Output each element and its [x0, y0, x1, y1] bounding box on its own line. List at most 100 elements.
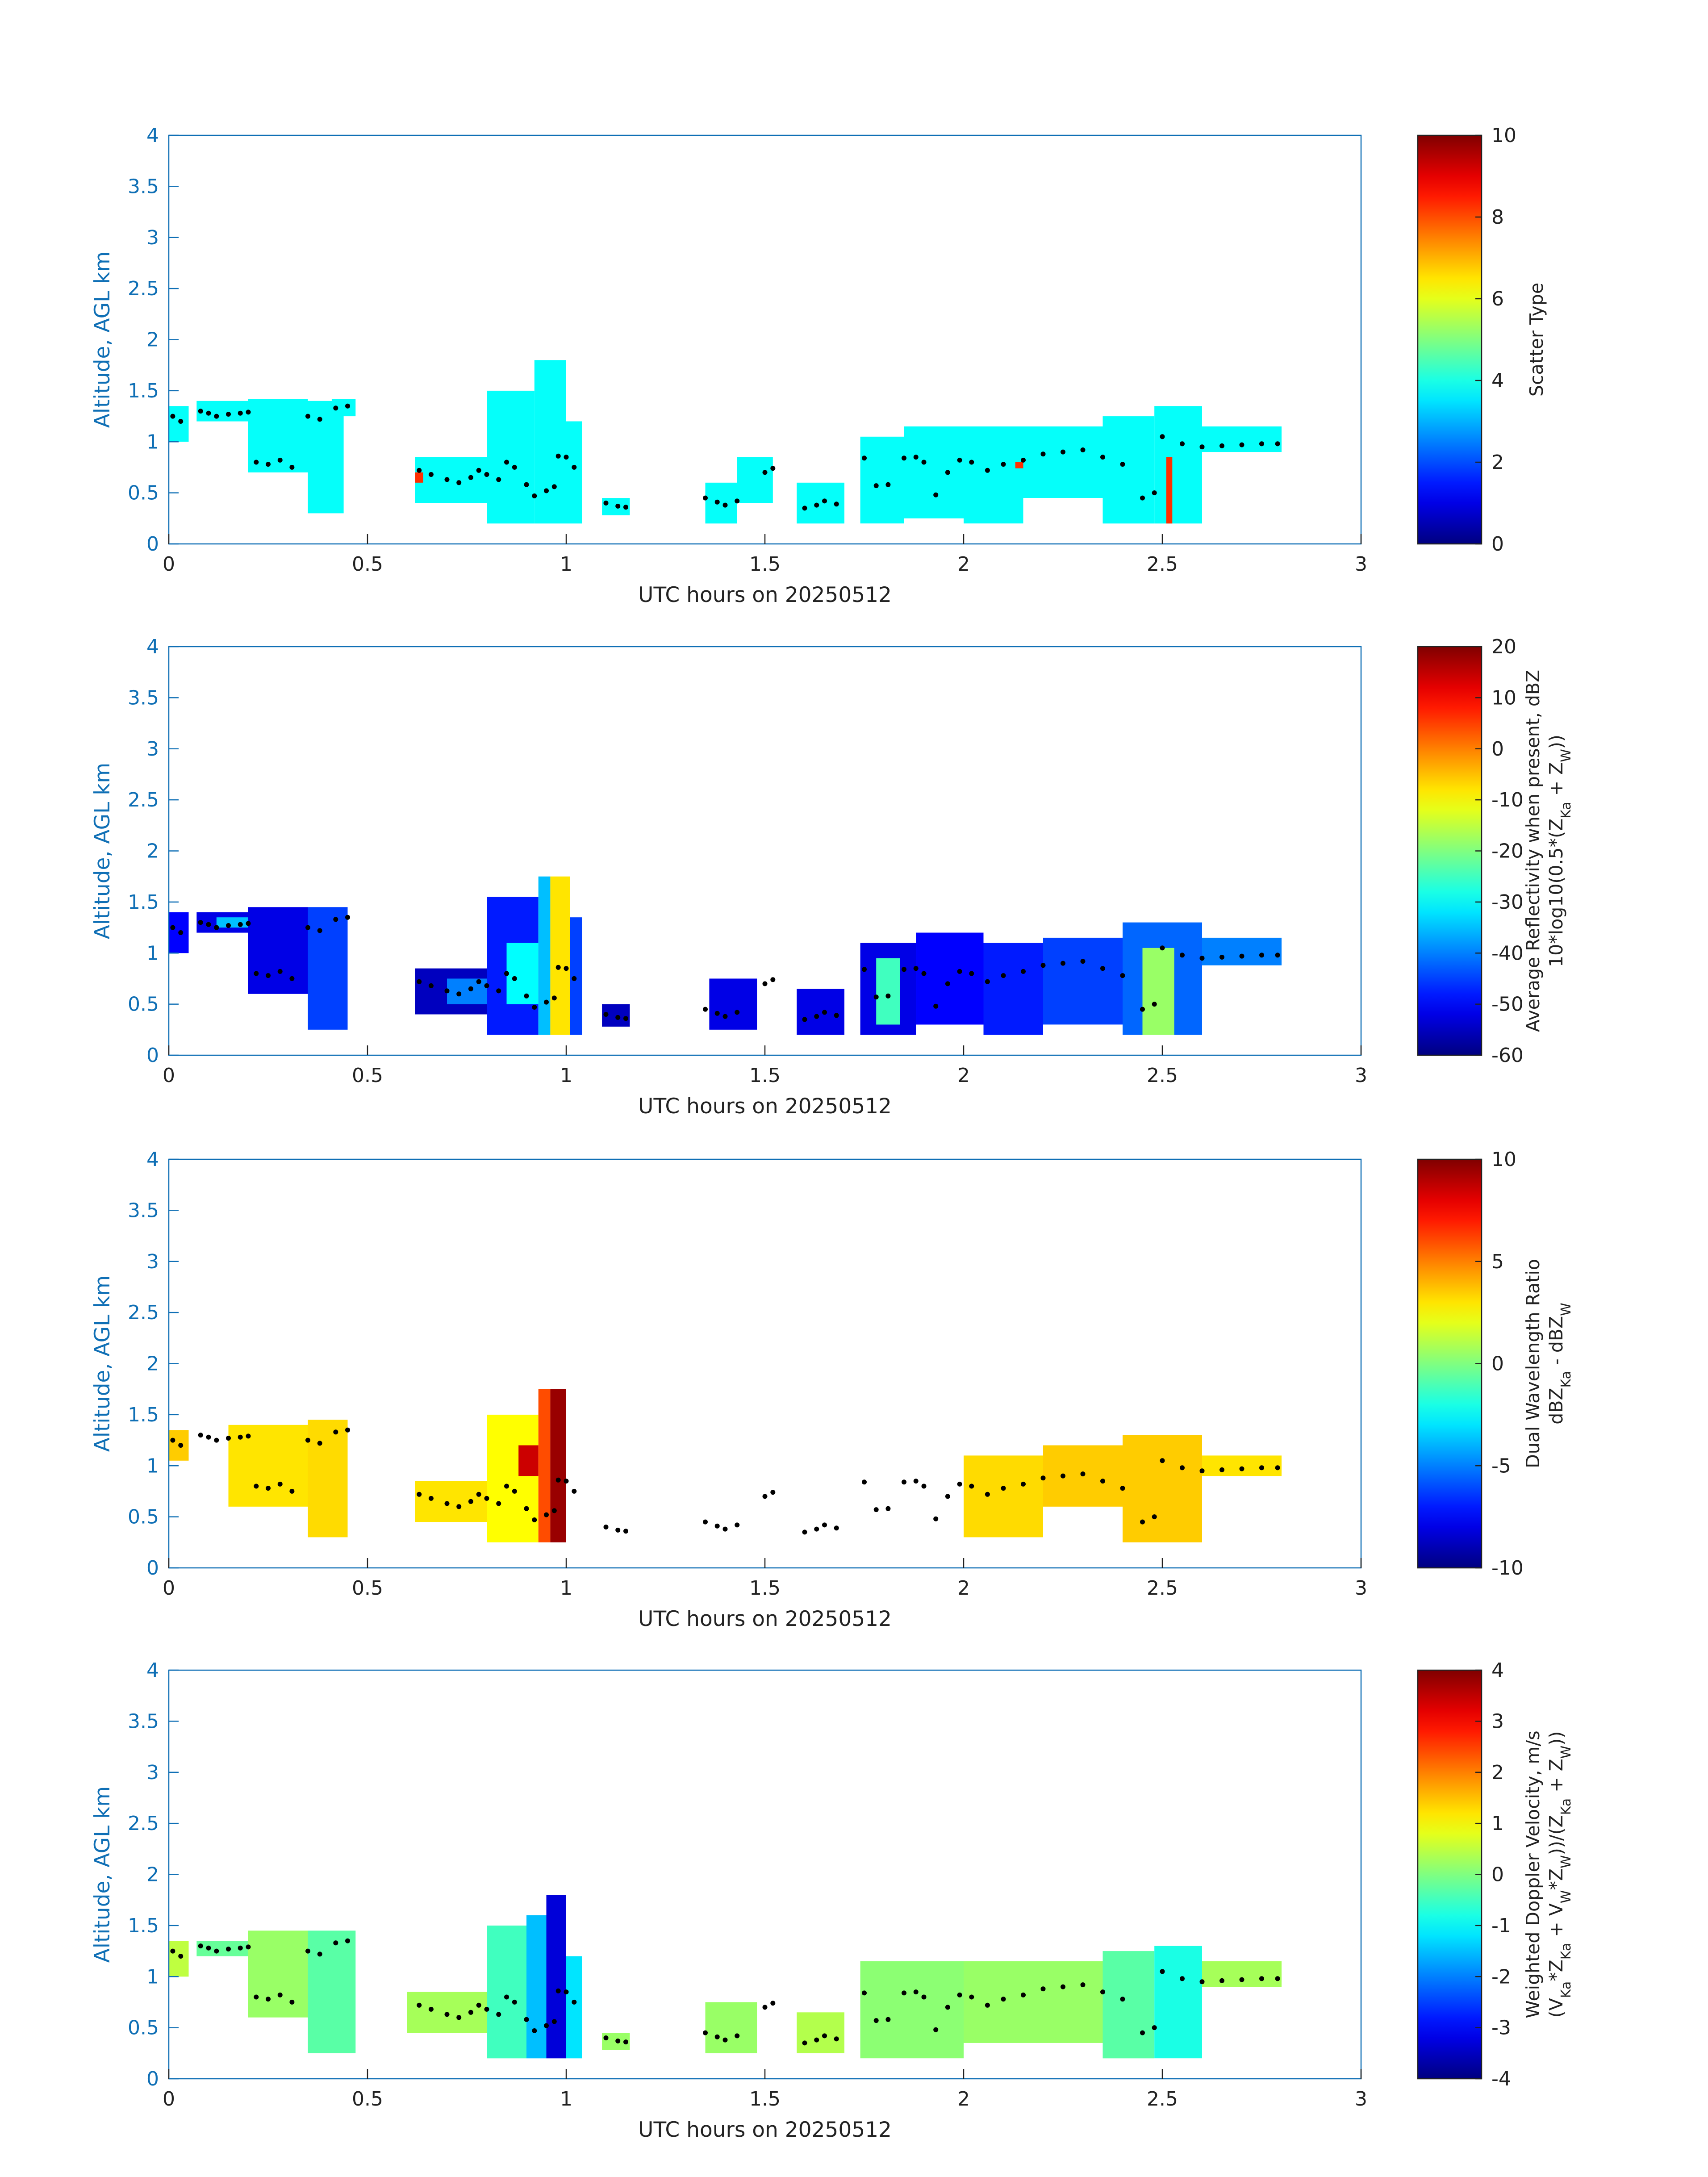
- flight-track-point: [1040, 451, 1046, 457]
- flight-track-point: [178, 1443, 184, 1448]
- flight-track-point: [913, 455, 919, 460]
- flight-track-point: [198, 409, 203, 414]
- flight-track-point: [238, 922, 243, 927]
- flight-track-point: [246, 1944, 251, 1950]
- flight-track-point: [206, 410, 211, 416]
- colorbar-tick-label: 5: [1491, 1250, 1504, 1273]
- flight-track-point: [524, 2017, 529, 2022]
- colorbar-label-line-2: 10*log10(0.5*(ZKa + ZW)): [1545, 735, 1574, 967]
- flight-track-point: [1001, 462, 1006, 467]
- flight-track-point: [722, 2037, 728, 2043]
- flight-track-point: [913, 1989, 919, 1995]
- y-tick-label: 3.5: [128, 1710, 159, 1733]
- flight-track-point: [722, 502, 728, 508]
- colorbar-tick-label: 4: [1491, 1659, 1504, 1682]
- flight-track-point: [564, 966, 569, 971]
- flight-track-point: [802, 2040, 807, 2046]
- flight-track-point: [417, 1492, 422, 1497]
- heatmap-cell: [506, 943, 539, 1004]
- flight-track-point: [945, 981, 950, 986]
- flight-track-point: [885, 993, 891, 999]
- flight-track-point: [289, 464, 295, 470]
- y-tick-label: 4: [146, 1148, 159, 1171]
- y-tick-label: 1: [146, 1965, 159, 1988]
- heatmap-cell: [550, 1389, 566, 1542]
- plot-area: [169, 1895, 1282, 2059]
- flight-track-point: [333, 917, 338, 922]
- x-tick-label: 3: [1355, 1577, 1367, 1600]
- heatmap-cell: [487, 1414, 539, 1542]
- flight-track-point: [1219, 1467, 1224, 1472]
- heatmap-cell: [1142, 948, 1174, 1035]
- colorbar-label-text: ))/(Z: [1545, 1815, 1567, 1855]
- x-tick-label: 3: [1355, 553, 1367, 576]
- heatmap-cell: [169, 1941, 189, 1977]
- flight-track-point: [524, 1506, 529, 1511]
- flight-track-point: [1100, 1479, 1105, 1484]
- flight-track-point: [572, 1488, 577, 1494]
- heatmap-cell: [487, 1925, 526, 2059]
- heatmap-cell: [538, 876, 551, 1035]
- flight-track-point: [913, 966, 919, 971]
- colorbar-tick-label: -30: [1491, 891, 1524, 914]
- y-tick-label: 2.5: [128, 1301, 159, 1324]
- colorbar-label-subscript: W: [1558, 1303, 1574, 1316]
- x-tick-label: 2.5: [1147, 1064, 1178, 1087]
- flight-track-point: [1160, 1969, 1165, 1974]
- flight-track-point: [246, 1433, 251, 1439]
- flight-track-point: [428, 983, 434, 988]
- colorbar-tick-label: -1: [1491, 1914, 1511, 1937]
- heatmap-cell: [248, 907, 308, 994]
- flight-track-point: [417, 2002, 422, 2008]
- flight-track-point: [476, 1492, 481, 1497]
- flight-track-point: [266, 1486, 271, 1491]
- flight-track-point: [603, 2035, 609, 2040]
- flight-track-point: [921, 460, 927, 465]
- flight-track-point: [822, 498, 827, 504]
- colorbar-label-line-2: (VKa*ZKa + VW*ZW))/(ZKa + ZW)): [1545, 1731, 1574, 2018]
- colorbar-label-subscript: Ka: [1558, 1371, 1574, 1388]
- flight-track-point: [770, 466, 776, 471]
- flight-track-point: [615, 1015, 621, 1020]
- flight-track-point: [1239, 1466, 1244, 1471]
- flight-track-point: [198, 1943, 203, 1949]
- flight-track-point: [873, 1507, 879, 1513]
- colorbar-tick-label: 2: [1491, 1761, 1504, 1784]
- flight-track-point: [555, 1988, 561, 1993]
- flight-track-point: [504, 971, 509, 976]
- colorbar-tick-label: -3: [1491, 2017, 1511, 2039]
- x-tick-label: 2: [957, 2088, 970, 2110]
- flight-track-point: [214, 1437, 219, 1443]
- colorbar-tick-label: 0: [1491, 533, 1504, 556]
- flight-track-point: [289, 976, 295, 981]
- heatmap-cell: [916, 932, 984, 1025]
- flight-track-point: [277, 969, 283, 974]
- panel-2: 0 0.5 1 1.5 2 2.5 3 UTC hours on 20250512 0 0.5 1 1…: [90, 635, 1574, 1119]
- flight-track-point: [1152, 490, 1157, 496]
- y-tick-label: 3: [146, 1761, 159, 1784]
- flight-track-point: [1100, 966, 1105, 971]
- heatmap-cell: [566, 1956, 582, 2059]
- flight-track-point: [1259, 953, 1264, 958]
- flight-track-point: [862, 1990, 867, 1996]
- flight-track-point: [1120, 1997, 1125, 2002]
- x-tick-label: 1: [560, 2088, 572, 2110]
- colorbar-tick-label: -20: [1491, 840, 1524, 863]
- flight-track-point: [1001, 1486, 1006, 1491]
- flight-track-point: [572, 464, 577, 470]
- flight-track-point: [254, 460, 259, 465]
- flight-track-point: [476, 2002, 481, 2008]
- flight-track-point: [345, 1938, 350, 1943]
- flight-track-point: [623, 1529, 628, 1534]
- flight-track-point: [703, 2030, 708, 2035]
- flight-track-point: [822, 1522, 827, 1528]
- colorbar-label-subscript: W: [1558, 749, 1574, 762]
- colorbar-tick-label: 10: [1491, 1148, 1516, 1171]
- y-tick-label: 3.5: [128, 175, 159, 198]
- flight-track-point: [345, 403, 350, 409]
- heatmap-cell: [705, 482, 737, 524]
- flight-track-point: [333, 1429, 338, 1435]
- colorbar-label-subscript: W: [1558, 1746, 1574, 1759]
- colorbar-label: Dual Wavelength RatiodBZKa - dBZW: [1522, 1259, 1574, 1468]
- heatmap-cell: [1166, 457, 1173, 524]
